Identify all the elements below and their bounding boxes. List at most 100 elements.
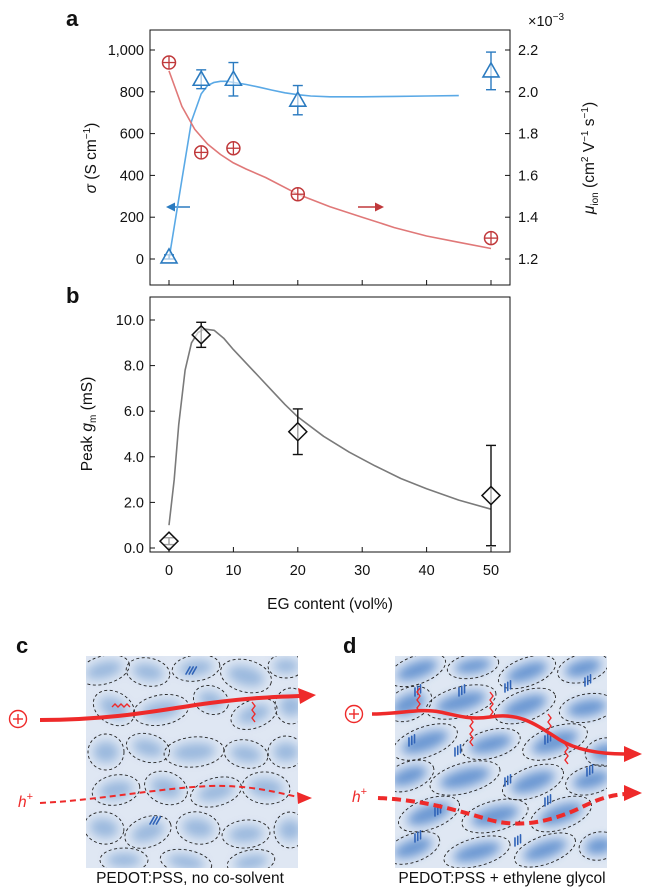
- pedot-domain-fill: [454, 658, 492, 674]
- pedot-stack-mark: [509, 773, 512, 784]
- pedot-domain-outline: [125, 657, 171, 687]
- ion-path: [371, 708, 626, 756]
- y-tick-label: 0: [136, 252, 144, 268]
- pedot-domain-outline: [558, 692, 607, 724]
- pedot-stack-mark: [519, 833, 522, 844]
- pedot-stack-mark: [589, 673, 592, 684]
- pedot-domain-outline: [192, 685, 230, 715]
- pedot-domain-outline: [273, 811, 298, 849]
- panel-c-morphology: [86, 656, 298, 868]
- panel-a-multiplier: ×10−3: [528, 12, 564, 30]
- pedot-domain-outline: [241, 771, 291, 805]
- pedot-domain-fill: [86, 660, 123, 680]
- pedot-stack-mark: [459, 743, 462, 754]
- panel-b-y-axis-label: Peak gm (mS): [79, 377, 99, 472]
- pedot-stack-mark: [416, 831, 419, 842]
- panel-c-schematic: c h+ PEDOT:PSS, no co-solvent: [8, 633, 316, 887]
- pedot-domain-fill: [167, 854, 205, 868]
- y-tick-label: 200: [120, 210, 144, 226]
- pedot-domain-outline: [87, 733, 125, 771]
- pedot-domain-outline: [398, 795, 460, 833]
- pedot-domain-fill: [182, 818, 214, 838]
- ion-wiggle: [489, 691, 494, 717]
- hole-path: [39, 784, 299, 804]
- pedot-domain-outline: [163, 736, 225, 768]
- panel-b-x-axis-ticks: 0 10 20 30 40 50: [165, 547, 499, 579]
- pedot-domain-fill: [197, 782, 235, 802]
- gm-data-point: [287, 421, 308, 442]
- ion-wiggle: [416, 687, 421, 713]
- pedot-domain-outline: [223, 739, 269, 769]
- cation-symbol: [344, 704, 364, 724]
- pedot-domain-fill: [278, 819, 298, 841]
- pedot-domain-outline: [502, 763, 564, 801]
- panel-b-chart: b 0.0 2.0 4.0 6.0 8.0 10.0 0 10 20 30 40 50 Peak g…: [66, 283, 511, 613]
- pedot-stack-mark: [414, 833, 416, 843]
- pedot-domain-fill: [172, 742, 216, 762]
- pedot-domain-fill: [506, 661, 548, 683]
- hole-path: [377, 792, 626, 826]
- pedot-stack-mark: [591, 763, 594, 774]
- pedot-stack-mark: [514, 837, 516, 847]
- panel-d-schematic: d h+ PEDOT:PSS + ethylene glycol: [343, 633, 642, 887]
- pedot-stack-mark: [546, 733, 549, 744]
- pedot-domain-outline: [395, 685, 433, 723]
- pedot-domain-fill: [503, 694, 547, 718]
- gm-data-point: [480, 485, 502, 506]
- right-axis-arrow: [358, 202, 384, 212]
- ion-wiggle: [564, 743, 569, 765]
- mobility-fit-curve: [168, 70, 492, 250]
- pedot-domain-fill: [106, 852, 142, 868]
- pedot-stack-mark: [152, 816, 158, 825]
- x-tick-label: 50: [483, 563, 499, 579]
- y-tick-label: 8.0: [124, 359, 144, 375]
- pedot-stack-mark: [408, 737, 410, 747]
- pedot-domain-fill: [396, 659, 438, 681]
- pedot-domain-outline: [494, 687, 556, 725]
- ion-wiggle: [251, 701, 256, 723]
- panel-a-x-axis-ticks: [168, 280, 492, 285]
- pedot-domain-outline: [395, 723, 458, 761]
- pedot-stack-mark: [419, 829, 422, 840]
- pedot-domain-outline: [497, 656, 557, 690]
- sigma-points: [159, 51, 501, 264]
- pedot-domain-outline: [171, 656, 221, 682]
- mobility-fit-line: [168, 70, 492, 250]
- pedot-domain-fill: [93, 741, 119, 763]
- pedot-stack-mark: [506, 681, 509, 692]
- ion-wiggle: [111, 703, 131, 708]
- pedot-domain-fill: [531, 730, 579, 754]
- pedot-domain-outline: [144, 770, 188, 806]
- ion-path-arrowhead: [298, 688, 316, 704]
- x-tick-label: 20: [290, 563, 306, 579]
- panel-b-x-axis-label: EG content (vol%): [267, 596, 393, 613]
- pedot-domain-fill: [572, 770, 607, 790]
- sigma-data-point: [481, 61, 501, 78]
- pedot-domain-outline: [190, 776, 242, 808]
- x-tick-label: 30: [354, 563, 370, 579]
- pedot-stack-mark: [544, 735, 546, 745]
- pedot-domain-fill: [439, 767, 491, 789]
- x-tick-label: 10: [225, 563, 241, 579]
- pedot-stack-mark: [504, 777, 506, 787]
- y-tick-label: 400: [120, 168, 144, 184]
- ion-path-arrowhead: [624, 746, 642, 762]
- pedot-domain-fill: [279, 695, 298, 717]
- pedot-stack-mark: [546, 795, 549, 806]
- y-tick-label: 6.0: [124, 404, 144, 420]
- pedot-domain-outline: [221, 819, 271, 849]
- pedot-stack-mark: [588, 765, 591, 776]
- y2-tick-label: 1.2: [518, 252, 538, 268]
- pedot-stack-mark: [191, 666, 198, 675]
- pedot-stack-mark: [410, 735, 413, 746]
- y-tick-label: 4.0: [124, 450, 144, 466]
- sigma-data-point: [224, 69, 243, 87]
- gm-points: [158, 321, 502, 552]
- pedot-stack-mark: [509, 679, 512, 690]
- sigma-fit-line: [168, 80, 459, 260]
- pedot-domain-outline: [461, 798, 529, 834]
- pedot-domain-fill: [230, 745, 262, 763]
- x-tick-label: 0: [165, 563, 173, 579]
- ion-wiggle: [469, 717, 474, 747]
